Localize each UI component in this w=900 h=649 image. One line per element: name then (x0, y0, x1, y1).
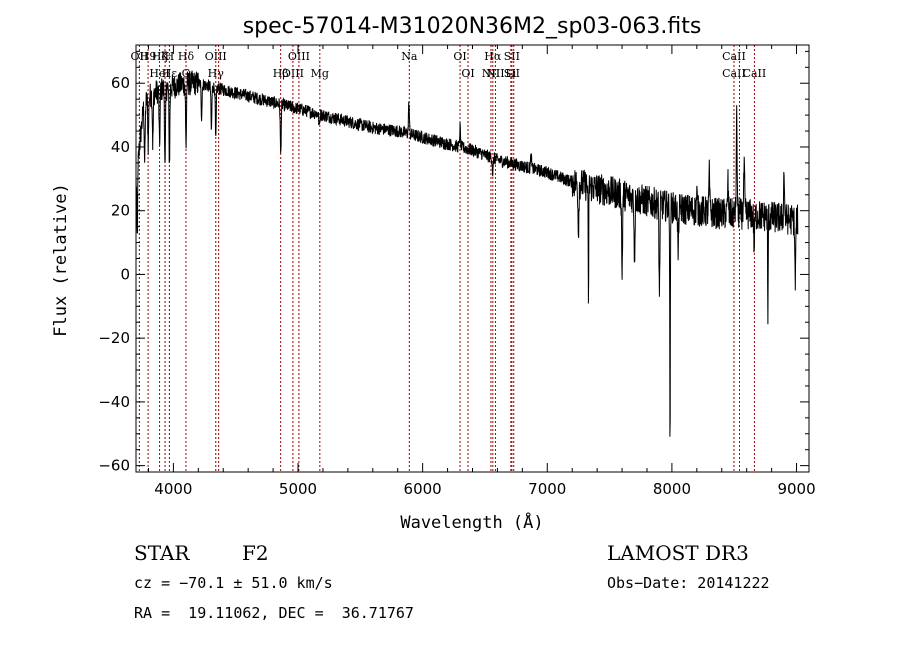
emission-line-label: OIII (288, 50, 310, 63)
emission-line-label: Li (505, 67, 516, 80)
redshift-value: cz = −70.1 ± 51.0 km/s (134, 574, 333, 592)
emission-line-label: OI (461, 67, 474, 80)
emission-line-label: SII (504, 67, 520, 80)
y-tick-label: −20 (98, 329, 130, 347)
coordinates: RA = 19.11062, DEC = 36.71767 (134, 604, 414, 622)
x-tick-label: 7000 (528, 480, 566, 498)
y-tick-label: 60 (111, 74, 130, 92)
y-tick-label: 0 (120, 265, 130, 283)
emission-line-label: Hδ (178, 50, 195, 63)
y-tick-label: 20 (111, 202, 130, 220)
emission-line-label: OIII (282, 67, 304, 80)
spectrum-line (135, 70, 799, 437)
emission-line-label: CaII (722, 50, 746, 63)
emission-line-label: Hε (162, 67, 178, 80)
emission-line-label: H (165, 50, 175, 63)
emission-line-label: OII (131, 50, 149, 63)
survey-name: LAMOST DR3 (607, 541, 749, 565)
axis-ticks: 4000 5000 6000 7000 8000 9000 −60 −40 −20 0 20 40 60 (98, 45, 816, 498)
emission-line-label: G (182, 67, 191, 80)
emission-line-label: Mg (311, 67, 329, 80)
y-tick-label: 40 (111, 138, 130, 156)
emission-line-label: CaII (743, 67, 767, 80)
emission-line-label: Hζ (152, 50, 168, 63)
y-tick-label: −60 (98, 457, 130, 475)
emission-line-label: Hβ (273, 67, 289, 80)
object-class: STAR (134, 541, 190, 565)
y-tick-label: −40 (98, 393, 130, 411)
emission-line-label: H9 (140, 50, 157, 63)
x-tick-label: 4000 (154, 480, 192, 498)
emission-line-label: Na (401, 50, 418, 63)
x-tick-label: 6000 (404, 480, 442, 498)
emission-line-label: K (161, 50, 170, 63)
chart-title: spec-57014-M31020N36M2_sp03-063.fits (243, 14, 702, 39)
emission-line-label: OI (453, 50, 466, 63)
emission-line-label: SII (504, 50, 520, 63)
x-tick-label: 5000 (279, 480, 317, 498)
observation-date: Obs−Date: 20141222 (607, 574, 770, 592)
emission-line-label: Hα (484, 50, 502, 63)
y-axis-label: Flux (relative) (51, 183, 71, 337)
object-subclass: F2 (242, 541, 269, 565)
x-tick-label: 8000 (653, 480, 691, 498)
x-axis-label: Wavelength (Å) (400, 511, 543, 533)
emission-line-label: OIII (205, 50, 227, 63)
emission-line-label: NII (486, 67, 504, 80)
emission-line-label: Hγ (208, 67, 225, 80)
x-tick-label: 9000 (777, 480, 815, 498)
plot-frame (135, 44, 810, 473)
